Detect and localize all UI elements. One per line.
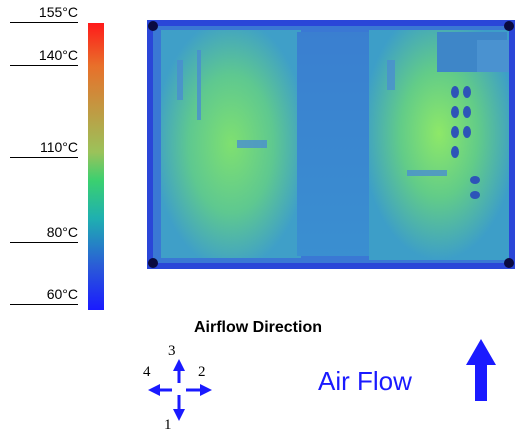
compass-arrows-icon (148, 359, 212, 421)
scale-label-155: 155°C (10, 4, 78, 23)
thermal-image (147, 20, 515, 269)
direction-4-label: 4 (143, 364, 151, 380)
direction-3-label: 3 (168, 343, 176, 359)
scale-label-110: 110°C (10, 139, 78, 158)
scale-label-140: 140°C (10, 47, 78, 66)
scale-label-80: 80°C (10, 224, 78, 243)
direction-1-label: 1 (164, 417, 172, 433)
airflow-up-arrow-icon (466, 339, 496, 401)
direction-2-label: 2 (198, 364, 206, 380)
scale-label-60: 60°C (10, 286, 78, 305)
airflow-direction-title: Airflow Direction (193, 319, 322, 336)
air-flow-label: Air Flow (318, 366, 412, 396)
direction-compass: 1 2 3 4 (140, 343, 220, 433)
temperature-colorbar (88, 23, 104, 310)
